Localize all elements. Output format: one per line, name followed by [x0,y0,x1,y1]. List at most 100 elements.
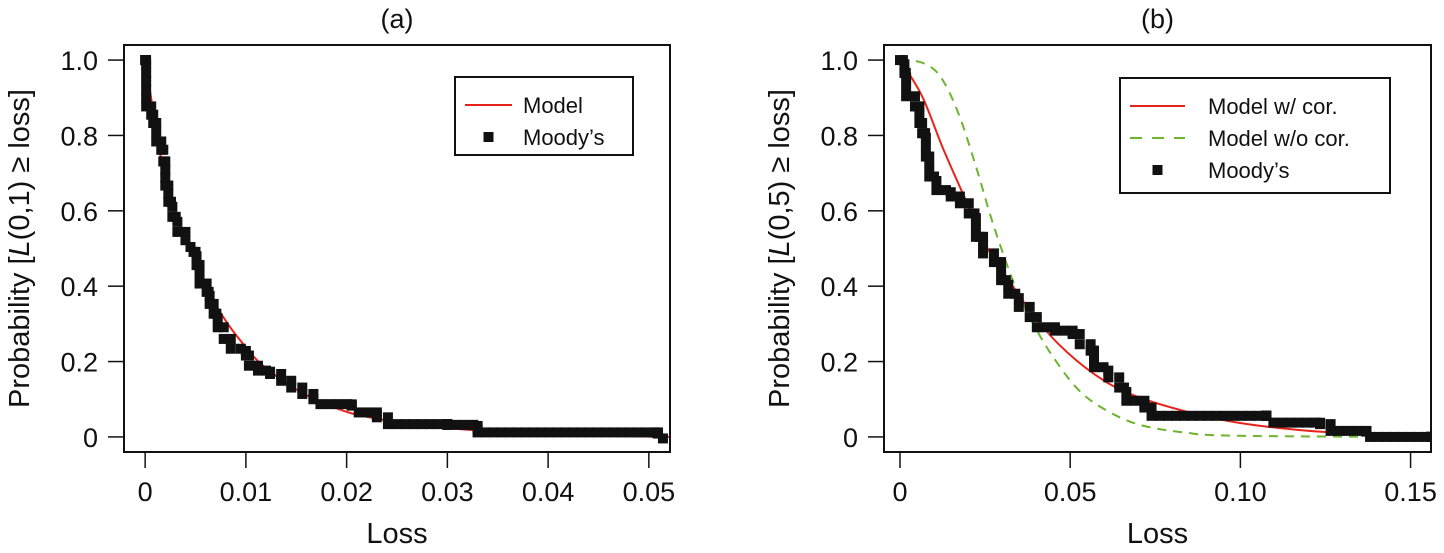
data-point [1179,410,1190,421]
data-point [333,399,344,410]
legend-label: Model w/o cor. [1208,126,1350,151]
data-point [146,101,157,112]
data-point [600,427,611,438]
y-tick-label: 0.8 [820,121,858,151]
data-point [576,427,587,438]
y-tick-label: 0.6 [60,197,98,227]
data-point [1261,410,1272,421]
x-axis-label: Loss [366,518,427,550]
data-point [218,333,229,344]
data-point [1085,339,1096,350]
data-point [141,59,152,70]
data-point [592,427,603,438]
data-point [243,360,254,371]
y-tick-label: 1.0 [60,46,98,76]
data-point [1121,386,1132,397]
data-point [632,427,643,438]
data-point [1154,410,1165,421]
panel-a: (a) 0 0.01 0.02 0.03 0.04 0.05 0 0.2 0.4 0.6 0.8 1.0… [4,4,675,550]
legend-box [1119,77,1391,194]
data-point [978,231,989,242]
panel-title: (a) [381,4,414,34]
data-point [920,142,931,153]
data-point [1049,325,1060,336]
data-point [1024,301,1035,312]
data-point [1139,402,1150,413]
data-point [1121,395,1132,406]
data-point [194,260,205,271]
data-point [172,216,183,227]
data-point [308,388,319,399]
data-point [1426,431,1431,442]
data-point [371,412,382,423]
data-point [346,400,357,411]
legend-item: Model w/o cor. [1130,126,1350,151]
data-point [1381,431,1392,442]
x-tick-label: 0.04 [522,477,575,507]
data-point [433,419,444,430]
x-tick-label: 0 [138,477,153,507]
data-point [235,343,246,354]
data-point [1040,322,1051,333]
y-tick-label: 0.2 [60,348,98,378]
data-point [899,59,910,70]
data-point [451,419,462,430]
data-point [180,226,191,237]
panel-title: (b) [1141,4,1174,34]
data-point [1365,431,1376,442]
data-point [1130,395,1141,406]
data-point [1268,417,1279,428]
data-point [901,72,912,83]
data-point [391,419,402,430]
x-tick-label: 0.01 [220,477,273,507]
data-point [1103,365,1114,376]
y-axis-label: Probability [L(0,1) ≥ loss] [4,89,36,408]
data-point [1302,417,1313,428]
y-tick-label: 1.0 [820,46,858,76]
data-point [201,278,212,289]
data-point [1187,410,1198,421]
data-point [608,427,619,438]
data-point [160,156,171,167]
y-tick-label: 0 [843,423,858,453]
data-point [297,388,308,399]
data-point [1244,410,1255,421]
data-point [141,76,152,87]
data-point [382,419,393,430]
data-point [970,213,981,224]
legend-label: Moody’s [1208,158,1290,183]
data-point [1013,301,1024,312]
data-point [166,196,177,207]
data-point [362,407,373,418]
data-point [160,172,171,183]
data-point [1003,288,1014,299]
plot-frame [883,44,1432,453]
y-tick-label: 0.4 [820,272,858,302]
data-point [536,427,547,438]
data-point [1276,417,1287,428]
data-point [1397,431,1408,442]
data-point [924,161,935,172]
plot-frame [123,44,671,453]
data-point [996,257,1007,268]
y-axis-label-part: (0,5) ≥ loss] [764,89,796,240]
data-point [141,84,152,95]
data-point [218,322,229,333]
legend-marker-swatch [483,132,494,142]
x-tick-label: 0.02 [320,477,373,507]
data-point [315,399,326,410]
data-point [1003,279,1014,290]
data-point [616,427,627,438]
y-tick-label: 0.4 [60,272,98,302]
data-point [353,407,364,418]
data-point [1146,402,1157,413]
legend: Model Moody’s [454,76,634,156]
data-point [286,382,297,393]
data-point [996,266,1007,277]
data-point [1089,345,1100,356]
data-point [1236,410,1247,421]
data-point [1024,312,1035,323]
data-point [931,185,942,196]
data-point [141,92,152,103]
